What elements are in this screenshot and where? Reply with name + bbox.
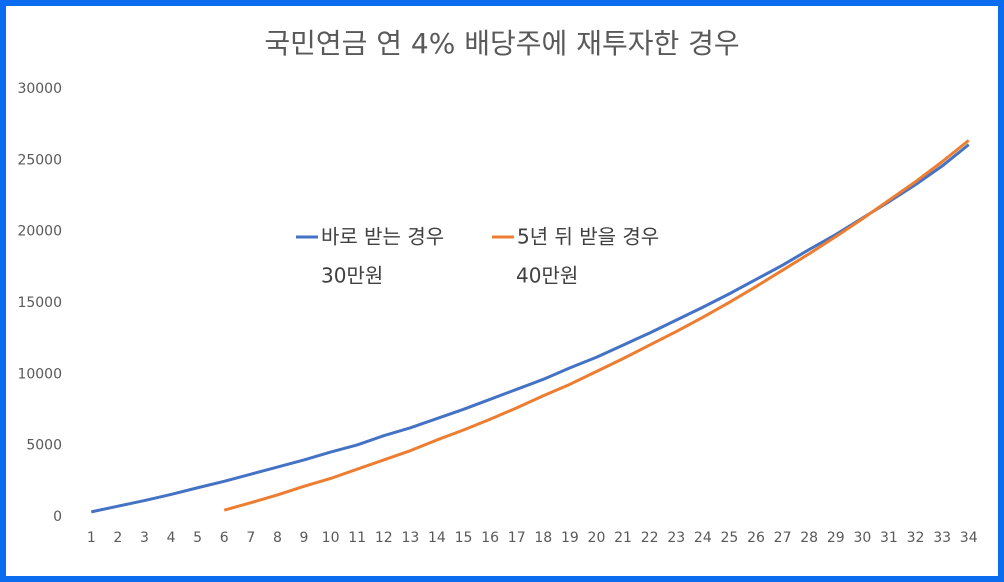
x-tick-label: 21	[614, 530, 632, 546]
y-tick-label: 10000	[17, 366, 62, 382]
annotation: 40만원	[516, 264, 578, 288]
x-tick-label: 6	[220, 530, 229, 546]
series-line	[223, 139, 970, 512]
x-tick-label: 20	[588, 530, 606, 546]
x-tick-label: 16	[481, 530, 499, 546]
x-tick-label: 27	[774, 530, 792, 546]
x-tick-label: 24	[694, 530, 712, 546]
x-tick-label: 5	[193, 530, 202, 546]
x-tick-label: 13	[401, 530, 419, 546]
chart-title: 국민연금 연 4% 배당주에 재투자한 경우	[264, 27, 739, 60]
legend-label: 5년 뒤 받을 경우	[517, 225, 659, 249]
y-tick-label: 20000	[17, 224, 62, 240]
x-tick-label: 26	[747, 530, 765, 546]
x-tick-label: 23	[667, 530, 685, 546]
x-tick-label: 30	[853, 530, 871, 546]
x-tick-label: 34	[960, 530, 978, 546]
x-tick-label: 3	[140, 530, 149, 546]
x-tick-label: 9	[300, 530, 309, 546]
x-tick-label: 4	[167, 530, 176, 546]
x-tick-label: 10	[322, 530, 340, 546]
x-tick-label: 2	[113, 530, 122, 546]
y-tick-label: 25000	[17, 152, 62, 168]
x-tick-label: 22	[641, 530, 659, 546]
y-tick-label: 0	[53, 509, 62, 525]
x-tick-label: 28	[800, 530, 818, 546]
y-tick-label: 30000	[17, 81, 62, 97]
x-tick-label: 7	[246, 530, 255, 546]
y-tick-label: 15000	[17, 295, 62, 311]
x-tick-label: 1	[87, 530, 96, 546]
x-tick-label: 8	[273, 530, 282, 546]
x-tick-label: 14	[428, 530, 446, 546]
legend-label: 바로 받는 경우	[321, 225, 444, 249]
x-tick-label: 31	[880, 530, 898, 546]
x-tick-label: 11	[348, 530, 366, 546]
x-tick-label: 15	[455, 530, 473, 546]
x-tick-label: 17	[508, 530, 526, 546]
y-tick-label: 5000	[26, 438, 62, 454]
series-line	[90, 143, 970, 514]
annotation: 30만원	[321, 264, 383, 288]
x-tick-label: 12	[375, 530, 393, 546]
x-tick-label: 25	[720, 530, 738, 546]
x-tick-label: 29	[827, 530, 845, 546]
x-tick-label: 18	[534, 530, 552, 546]
x-tick-label: 32	[907, 530, 925, 546]
x-tick-label: 19	[561, 530, 579, 546]
x-tick-label: 33	[933, 530, 951, 546]
